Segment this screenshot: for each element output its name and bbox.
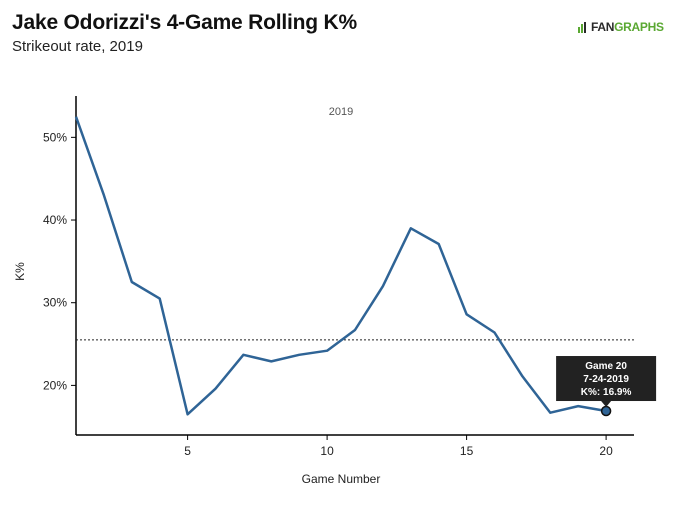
y-tick-label: 20% [43,378,67,392]
x-tick-label: 10 [320,444,334,458]
tooltip: Game 20 7-24-2019 K%: 16.9% [556,356,657,408]
chart-subtitle: Strikeout rate, 2019 [12,38,143,55]
axes: 20% 30% 40% 50% 5 10 15 20 [43,96,634,458]
logo-text-fan: FAN [591,20,615,34]
y-tick-label: 30% [43,296,67,310]
highlight-point [600,405,612,417]
logo-text-graphs: GRAPHS [614,20,664,34]
x-tick-label: 5 [184,444,191,458]
tooltip-line: Game 20 [585,361,627,372]
tooltip-line: 7-24-2019 [583,374,629,385]
tooltip-box [556,356,657,402]
tooltip-line: K%: 16.9% [581,387,632,398]
panel-label: 2019 [329,106,353,118]
series-line [74,116,607,416]
x-axis-label: Game Number [302,472,381,486]
tooltip-pointer [601,401,612,408]
series-group [74,116,612,417]
fangraphs-leaf-icon [578,21,586,33]
y-axis-label: K% [13,262,27,281]
x-tick-label: 20 [599,444,613,458]
fangraphs-logo: FAN GRAPHS [578,20,664,34]
chart-title: Jake Odorizzi's 4-Game Rolling K% [12,11,357,34]
x-tick-label: 15 [460,444,474,458]
y-tick-label: 40% [43,213,67,227]
y-tick-label: 50% [43,130,67,144]
